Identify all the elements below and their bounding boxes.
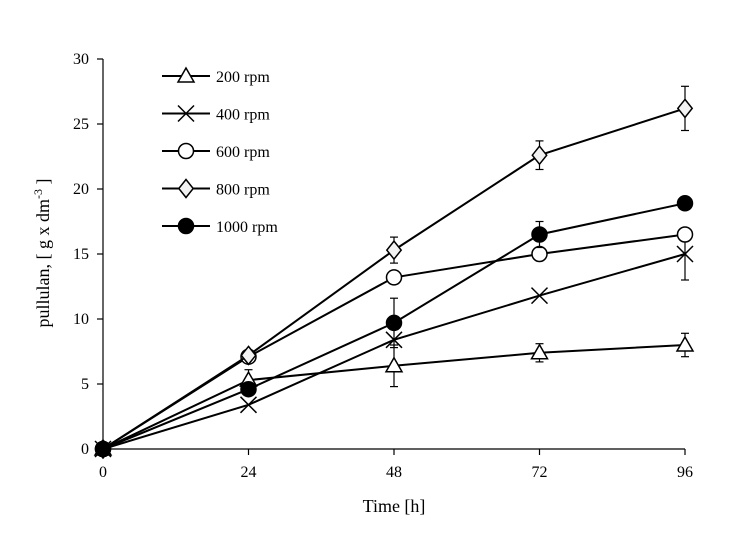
- plot-area: [93, 85, 695, 460]
- series-1: [93, 332, 695, 456]
- y-tick-label: 20: [73, 181, 89, 198]
- legend-label: 1000 rpm: [216, 219, 278, 236]
- data-point: [530, 287, 549, 305]
- x-tick-label: 24: [241, 464, 257, 481]
- data-point: [676, 245, 694, 263]
- legend-label: 800 rpm: [216, 182, 270, 199]
- data-point: [676, 195, 694, 212]
- marker-stroke: [239, 396, 258, 414]
- x-tick-label: 96: [677, 464, 693, 481]
- y-tick-label: 10: [73, 311, 89, 328]
- legend-entry-3: 600 rpm: [162, 142, 270, 161]
- y-tick-label: 0: [81, 441, 89, 458]
- legend-label: 600 rpm: [216, 144, 270, 161]
- y-axis-label: pullulan, [ g x dm-3 ]: [31, 179, 53, 328]
- series-5: [94, 195, 694, 458]
- legend-entry-1: 200 rpm: [162, 66, 270, 86]
- y-tick-label: 5: [81, 376, 89, 393]
- x-tick-label: 0: [99, 464, 107, 481]
- legend-label: 400 rpm: [216, 107, 270, 124]
- legend-marker: [176, 66, 196, 83]
- data-point: [385, 269, 403, 286]
- data-point: [385, 314, 403, 332]
- data-point: [530, 343, 549, 360]
- axes: 0 24 48 72 96 0 5 10 15 20 25 30: [73, 51, 693, 481]
- data-point: [385, 239, 403, 261]
- x-tick-label: 48: [386, 464, 402, 481]
- legend-marker: [177, 142, 195, 160]
- marker-stroke: [530, 287, 549, 305]
- legend: 200 rpm 400 rpm 600 rpm 800 rpm 1000 rpm: [162, 66, 278, 236]
- x-axis-label: Time [h]: [363, 496, 426, 516]
- data-point: [531, 245, 548, 263]
- legend-marker: [177, 217, 195, 235]
- data-point: [240, 380, 257, 398]
- legend-marker: [177, 104, 195, 123]
- legend-entry-2: 400 rpm: [162, 104, 270, 124]
- data-point: [240, 345, 257, 366]
- marker-stroke: [676, 245, 694, 263]
- y-tick-label: 30: [73, 51, 89, 68]
- data-point: [676, 226, 694, 243]
- data-point: [675, 335, 695, 352]
- legend-marker: [177, 178, 195, 199]
- legend-entry-4: 800 rpm: [162, 178, 270, 199]
- y-tick-label: 15: [73, 246, 89, 263]
- data-point: [531, 226, 548, 243]
- marker-stroke: [177, 104, 195, 123]
- legend-entry-5: 1000 rpm: [162, 217, 278, 236]
- legend-label: 200 rpm: [216, 69, 270, 86]
- x-tick-label: 72: [532, 464, 548, 481]
- y-tick-label: 25: [73, 116, 89, 133]
- data-point: [239, 396, 258, 414]
- data-point: [676, 98, 694, 119]
- data-point: [531, 144, 548, 166]
- data-point: [384, 356, 404, 373]
